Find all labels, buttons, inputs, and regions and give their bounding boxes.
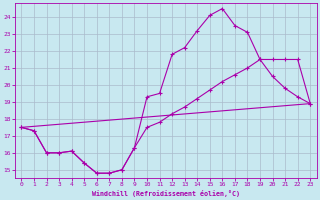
X-axis label: Windchill (Refroidissement éolien,°C): Windchill (Refroidissement éolien,°C) [92,190,240,197]
